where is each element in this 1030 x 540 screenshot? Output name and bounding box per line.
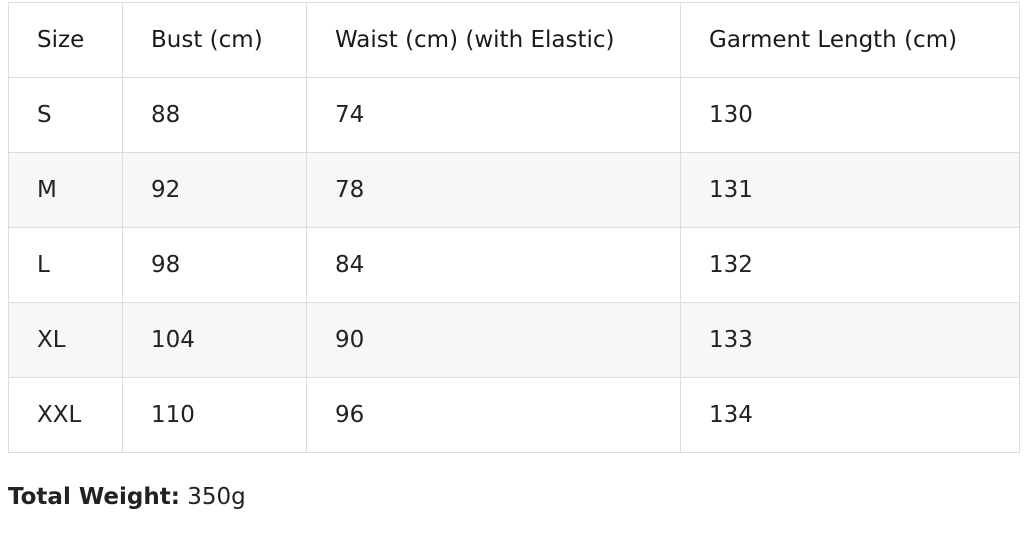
header-cell: Waist (cm) (with Elastic) xyxy=(306,2,681,78)
table-cell: 92 xyxy=(122,152,307,228)
header-row: Size Bust (cm) Waist (cm) (with Elastic) Ga… xyxy=(8,2,1020,78)
table-cell: 104 xyxy=(122,302,307,378)
table-cell: 90 xyxy=(306,302,681,378)
table-row: XXL 110 96 134 xyxy=(8,377,1020,453)
table-cell: L xyxy=(8,227,123,303)
footer: Total Weight: 350g xyxy=(8,484,246,510)
table-cell: 110 xyxy=(122,377,307,453)
table-row: M 92 78 131 xyxy=(8,152,1020,228)
table-cell: S xyxy=(8,77,123,153)
table-cell: XL xyxy=(8,302,123,378)
table-cell: 132 xyxy=(680,227,1020,303)
table-cell: 98 xyxy=(122,227,307,303)
size-table: Size Bust (cm) Waist (cm) (with Elastic) Ga… xyxy=(8,2,1020,453)
table-row: XL 104 90 133 xyxy=(8,302,1020,378)
table-cell: 78 xyxy=(306,152,681,228)
table-cell: 134 xyxy=(680,377,1020,453)
table-cell: 88 xyxy=(122,77,307,153)
table-cell: M xyxy=(8,152,123,228)
table-row: S 88 74 130 xyxy=(8,77,1020,153)
footer-value: 350g xyxy=(187,484,246,510)
table-cell: 130 xyxy=(680,77,1020,153)
table-cell: 84 xyxy=(306,227,681,303)
footer-label: Total Weight: xyxy=(8,484,180,510)
table-row: L 98 84 132 xyxy=(8,227,1020,303)
header-cell: Garment Length (cm) xyxy=(680,2,1020,78)
header-cell: Size xyxy=(8,2,123,78)
table-cell: 74 xyxy=(306,77,681,153)
table-cell: XXL xyxy=(8,377,123,453)
table-cell: 133 xyxy=(680,302,1020,378)
table-cell: 131 xyxy=(680,152,1020,228)
table-cell: 96 xyxy=(306,377,681,453)
table-body: S 88 74 130 M 92 78 131 L 98 84 132 XL 104 90 133 XXL 110… xyxy=(8,77,1020,453)
header-cell: Bust (cm) xyxy=(122,2,307,78)
